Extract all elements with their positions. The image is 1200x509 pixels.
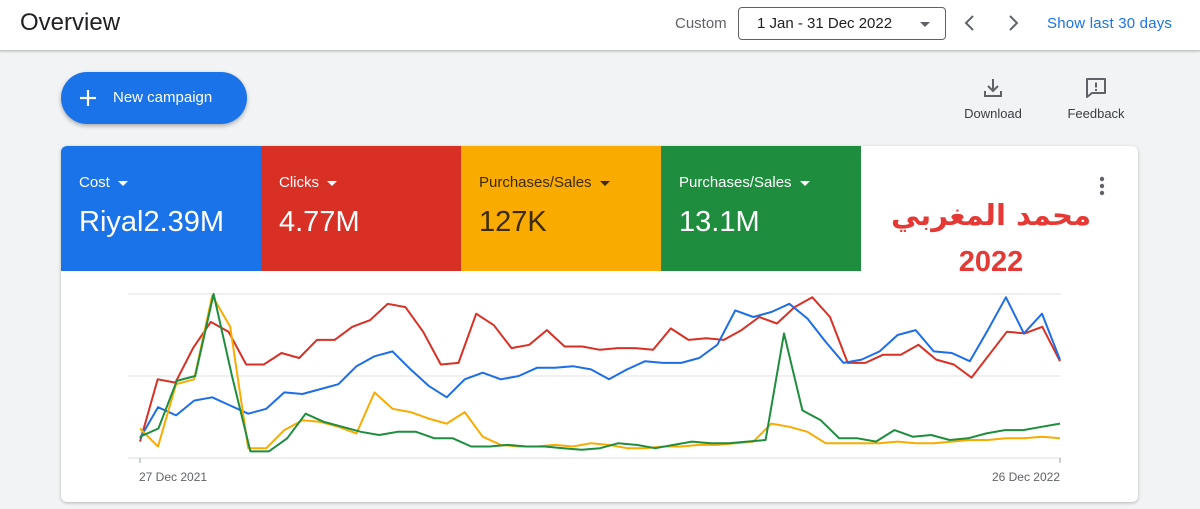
date-range-type-label: Custom xyxy=(675,15,727,32)
caret-down-icon xyxy=(599,180,610,186)
next-period-button[interactable] xyxy=(1000,10,1026,36)
show-last-30-days-link[interactable]: Show last 30 days xyxy=(1047,15,1173,32)
date-range-value: 1 Jan - 31 Dec 2022 xyxy=(757,15,893,32)
metric-clicks[interactable]: Clicks 4.77M xyxy=(261,146,461,271)
more-options-button[interactable] xyxy=(1095,174,1109,198)
metric-purchases-value[interactable]: Purchases/Sales 13.1M xyxy=(661,146,861,271)
metric-cost[interactable]: Cost Riyal2.39M xyxy=(61,146,261,271)
caret-down-icon xyxy=(327,180,337,186)
download-label: Download xyxy=(964,106,1022,121)
new-campaign-label: New campaign xyxy=(113,89,213,106)
metric-purchases-value-value: 13.1M xyxy=(679,206,760,238)
previous-period-button[interactable] xyxy=(957,10,983,36)
year-overlay: 2022 xyxy=(958,246,1024,278)
x-axis-start-label: 27 Dec 2021 xyxy=(139,470,207,484)
feedback-button[interactable]: Feedback xyxy=(1051,74,1141,124)
plus-icon xyxy=(80,90,96,106)
download-icon xyxy=(984,79,1002,97)
series-line-cost xyxy=(139,296,1061,439)
series-line-purchases-sales-1 xyxy=(139,294,1061,450)
metric-purchases-value-label: Purchases/Sales xyxy=(679,174,810,191)
feedback-label: Feedback xyxy=(1067,106,1125,121)
arabic-name-overlay: محمد المغربي xyxy=(890,198,1092,232)
metric-cost-value: Riyal2.39M xyxy=(79,206,225,238)
chevron-left-icon xyxy=(964,15,974,31)
metric-clicks-label: Clicks xyxy=(279,174,337,191)
chevron-right-icon xyxy=(1009,15,1019,31)
series-line-clicks xyxy=(139,296,1061,442)
metric-purchases-count-value: 127K xyxy=(479,206,547,238)
performance-card: Cost Riyal2.39M Clicks 4.77M Purchases/S… xyxy=(61,146,1138,502)
metric-purchases-count-label: Purchases/Sales xyxy=(479,174,610,191)
feedback-icon xyxy=(1086,78,1106,98)
caret-down-icon xyxy=(117,180,128,186)
top-bar: Overview Custom 1 Jan - 31 Dec 2022 Show… xyxy=(0,0,1200,51)
performance-line-chart: 27 Dec 2021 26 Dec 2022 xyxy=(128,293,1061,484)
metric-clicks-value: 4.77M xyxy=(279,206,360,238)
series-line-purchases-sales-2 xyxy=(139,293,1061,453)
caret-down-icon xyxy=(920,22,930,27)
download-button[interactable]: Download xyxy=(948,74,1038,124)
metric-purchases-count[interactable]: Purchases/Sales 127K xyxy=(461,146,661,271)
more-vert-icon xyxy=(1099,176,1105,196)
x-axis-end-label: 26 Dec 2022 xyxy=(992,470,1060,484)
page-title: Overview xyxy=(20,9,121,36)
caret-down-icon xyxy=(799,180,810,186)
metric-cost-label: Cost xyxy=(79,174,128,191)
date-range-select[interactable]: 1 Jan - 31 Dec 2022 xyxy=(738,7,946,40)
new-campaign-button[interactable]: New campaign xyxy=(61,72,247,124)
